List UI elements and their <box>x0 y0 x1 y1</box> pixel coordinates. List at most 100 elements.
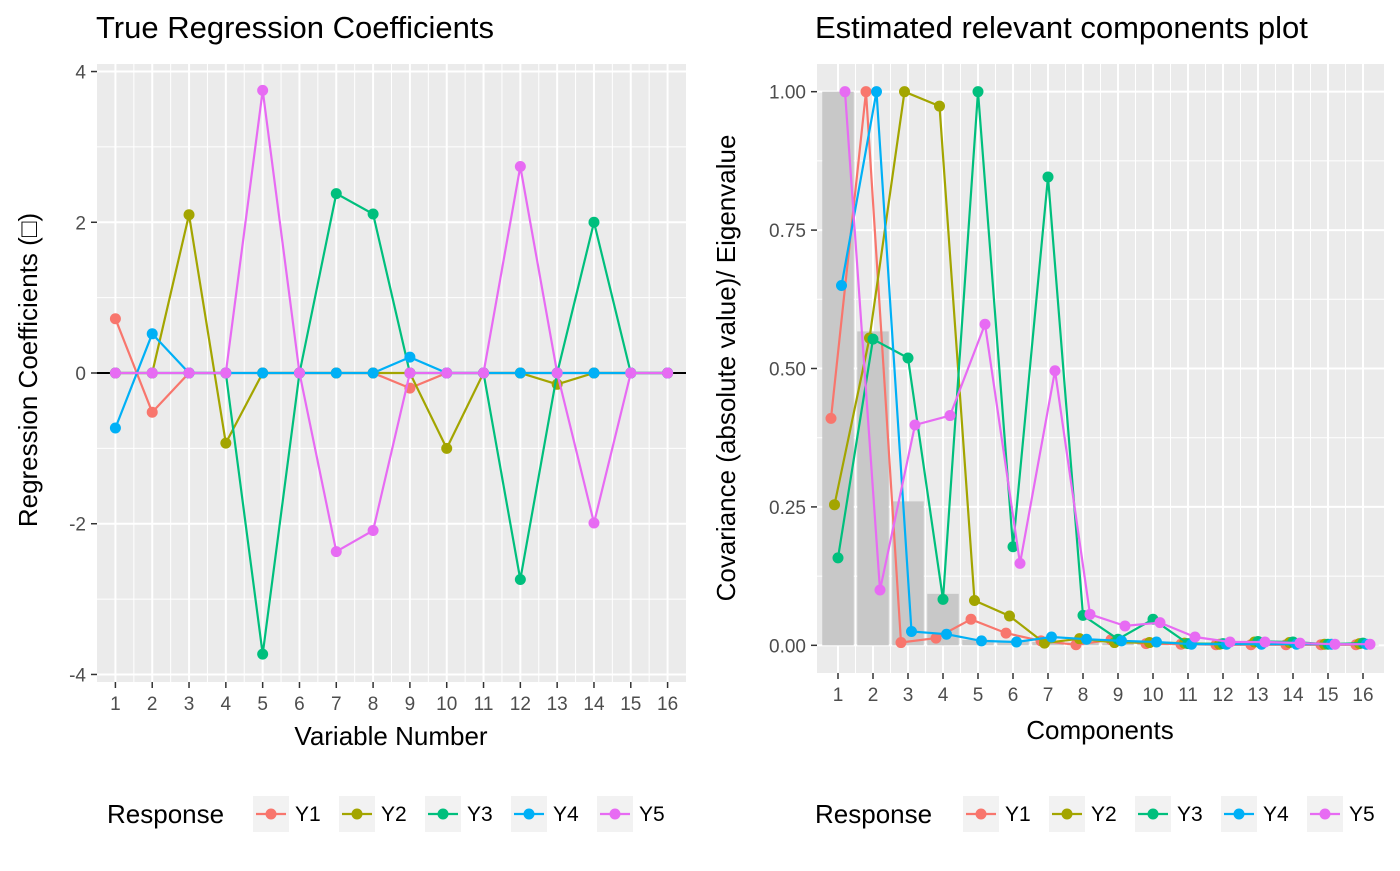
data-point-y1 <box>895 637 907 649</box>
legend-label-y3: Y3 <box>1177 803 1203 826</box>
data-point-y5 <box>1084 608 1096 620</box>
data-point-y3 <box>330 188 342 200</box>
data-point-y1 <box>1000 627 1012 639</box>
y-tick-label: 0.75 <box>769 221 806 242</box>
data-point-y4 <box>1116 635 1127 647</box>
y-tick-label: 4 <box>75 63 86 84</box>
data-point-y5 <box>1014 557 1026 569</box>
y-tick-label: 0 <box>75 364 86 385</box>
data-point-y2 <box>220 437 232 449</box>
x-tick-label: 14 <box>583 694 605 715</box>
x-tick-label: 2 <box>147 694 158 715</box>
data-point-y4 <box>836 279 847 291</box>
series-line-y4 <box>840 91 1367 646</box>
x-tick-label: 3 <box>903 685 914 706</box>
data-point-y3 <box>867 333 879 345</box>
data-point-y1 <box>930 632 942 644</box>
legend-title-left: Response <box>107 799 224 829</box>
x-tick-label: 6 <box>294 694 305 715</box>
x-tick-label: 10 <box>436 694 457 715</box>
data-point-y4 <box>404 351 416 363</box>
x-tick-label: 9 <box>1113 685 1124 706</box>
x-tick-label: 13 <box>547 694 568 715</box>
data-point-y5 <box>909 419 921 431</box>
data-point-y4 <box>367 367 379 379</box>
data-point-y2 <box>934 100 945 112</box>
data-point-y5 <box>367 525 379 537</box>
legend-key-point-y5 <box>1319 808 1331 820</box>
data-point-y3 <box>832 552 844 564</box>
data-point-y5 <box>146 367 158 379</box>
data-point-y4 <box>1081 633 1092 645</box>
x-tick-label: 10 <box>1142 685 1163 706</box>
data-point-y2 <box>969 594 980 606</box>
data-point-y2 <box>1004 610 1015 622</box>
data-point-y2 <box>183 209 195 221</box>
x-tick-label: 16 <box>1352 685 1373 706</box>
data-point-y1 <box>965 613 977 625</box>
x-tick-label: 1 <box>110 694 121 715</box>
x-tick-label: 3 <box>184 694 195 715</box>
legend-title-right: Response <box>815 799 932 829</box>
x-axis-label-right: Components <box>1026 715 1173 745</box>
data-point-y3 <box>1042 171 1054 183</box>
legend-label-y5: Y5 <box>639 803 665 826</box>
data-point-y4 <box>146 328 158 340</box>
data-point-y5 <box>1119 620 1131 632</box>
data-point-y5 <box>478 367 490 379</box>
data-point-y3 <box>1007 541 1019 553</box>
legend-label-y4: Y4 <box>1263 803 1289 826</box>
legend-label-y5: Y5 <box>1349 803 1375 826</box>
data-point-y1 <box>860 86 872 98</box>
data-point-y1 <box>109 313 121 325</box>
data-point-y5 <box>979 318 991 330</box>
data-point-y3 <box>937 593 949 605</box>
x-tick-label: 2 <box>868 685 879 706</box>
x-axis-label-left: Variable Number <box>294 721 488 751</box>
data-point-y5 <box>514 160 526 172</box>
data-point-y4 <box>871 86 882 98</box>
x-tick-label: 4 <box>221 694 232 715</box>
legend-left: Response Y1 Y2 Y3 Y4 Y5 <box>107 796 665 832</box>
data-point-y5 <box>330 546 342 558</box>
data-point-y3 <box>588 216 600 228</box>
x-tick-label: 16 <box>657 694 678 715</box>
x-tick-label: 5 <box>973 685 984 706</box>
y-tick-label: 0.25 <box>769 498 806 519</box>
series-line-y5 <box>843 91 1370 646</box>
data-point-y5 <box>293 367 305 379</box>
data-point-y3 <box>257 648 269 660</box>
data-point-y5 <box>1224 636 1236 648</box>
x-tick-label: 15 <box>620 694 641 715</box>
data-point-y5 <box>1294 637 1306 649</box>
ticks-right: 0.000.250.500.751.001 2 3 4 5 6 7 8 9 10 11 12 13 14 1… <box>769 83 1374 706</box>
data-point-y2 <box>899 86 910 98</box>
data-point-y5 <box>588 517 600 529</box>
data-point-y4 <box>1151 636 1162 648</box>
legend-key-point-y4 <box>1233 808 1245 820</box>
data-point-y4 <box>588 367 600 379</box>
data-point-y5 <box>662 367 674 379</box>
x-tick-label: 11 <box>1178 685 1198 706</box>
legend-label-y4: Y4 <box>553 803 579 826</box>
data-point-y2 <box>829 499 840 511</box>
data-point-y1 <box>825 412 837 424</box>
data-point-y5 <box>404 367 416 379</box>
data-point-y4 <box>906 625 917 637</box>
data-point-y5 <box>839 86 851 98</box>
data-point-y1 <box>146 406 158 418</box>
x-tick-label: 13 <box>1247 685 1268 706</box>
y-tick-label: 2 <box>75 213 86 234</box>
chart-title-left: True Regression Coefficients <box>96 10 494 45</box>
data-point-y5 <box>1049 365 1061 377</box>
data-point-y4 <box>109 422 121 434</box>
data-point-y4 <box>941 628 952 640</box>
data-point-y5 <box>551 367 563 379</box>
panel-relevant-components: Estimated relevant components plot 0.00 0… <box>711 10 1384 832</box>
data-point-y5 <box>1259 636 1271 648</box>
y-tick-label: 0.50 <box>769 360 806 381</box>
legend-key-point-y2 <box>1061 808 1073 820</box>
